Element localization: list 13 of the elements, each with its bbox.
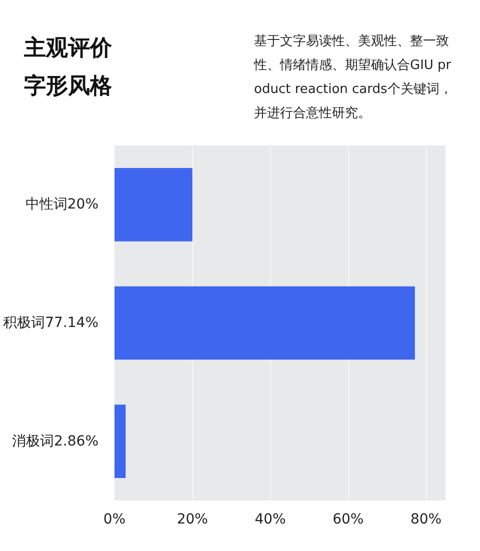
- chart-subtitle: 基于文字易读性、美观性、整一致性、情绪情感、期望确认合GIU product reaction cards个关键词，并进行合意性研究。: [254, 33, 454, 123]
- bar: [114, 404, 126, 478]
- bar: [114, 286, 415, 360]
- x-tick-label: 40%: [254, 512, 286, 528]
- y-tick-label: 中性词20%: [25, 196, 99, 213]
- x-tick-label: 0%: [103, 512, 126, 528]
- y-tick-label: 积极词77.14%: [3, 315, 99, 331]
- y-tick-label: 消极词2.86%: [12, 433, 99, 450]
- x-tick-label: 20%: [176, 512, 208, 528]
- chart-title: 主观评价字形风格: [24, 34, 113, 101]
- bar: [114, 168, 192, 242]
- x-tick-label: 60%: [332, 512, 364, 528]
- x-tick-label: 80%: [410, 512, 442, 528]
